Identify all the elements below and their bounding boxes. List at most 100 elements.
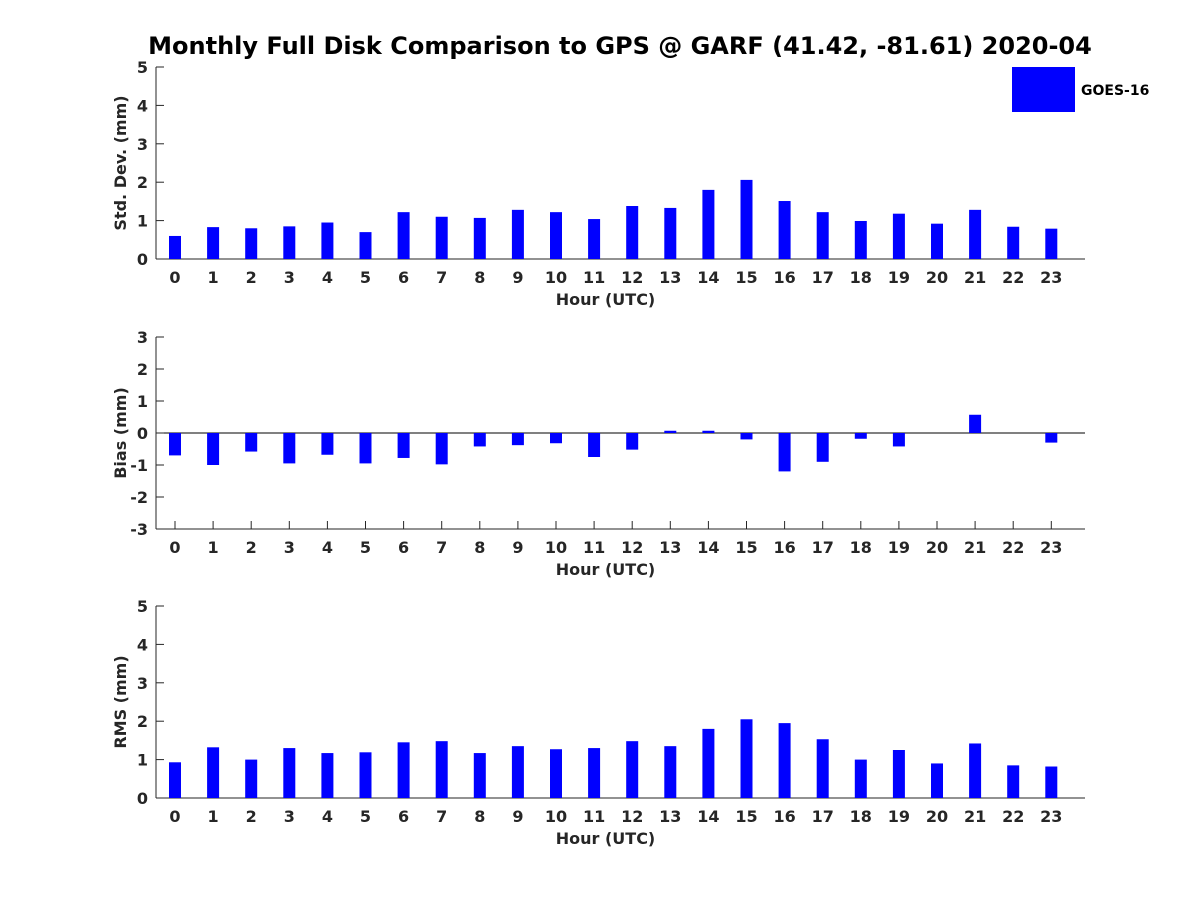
std-dev-mm-bar <box>359 232 372 259</box>
bias-mm-x-tick-label: 18 <box>850 538 872 557</box>
std-dev-mm-bar <box>245 228 258 259</box>
bias-mm-bar <box>816 433 829 462</box>
std-dev-mm-x-tick-label: 16 <box>773 268 795 287</box>
std-dev-mm-x-tick-label: 7 <box>436 268 447 287</box>
rms-mm-bar <box>1045 766 1058 798</box>
std-dev-mm-bar <box>1045 228 1058 259</box>
std-dev-mm-bar <box>169 235 181 259</box>
rms-mm-x-tick-label: 19 <box>888 807 910 826</box>
rms-mm-bar <box>664 746 677 798</box>
std-dev-mm-bar <box>511 209 524 259</box>
rms-mm-bar <box>435 741 448 798</box>
bias-mm-bar <box>664 430 677 433</box>
std-dev-mm-x-tick-label: 4 <box>322 268 333 287</box>
rms-mm-bar <box>588 748 601 798</box>
rms-mm-bar <box>359 752 372 798</box>
std-dev-mm-y-tick-label: 3 <box>137 135 148 154</box>
bias-mm-x-tick-label: 2 <box>246 538 257 557</box>
bias-mm-bar <box>435 433 448 465</box>
rms-mm-x-tick-label: 14 <box>697 807 719 826</box>
std-dev-mm-y-label: Std. Dev. (mm) <box>111 95 130 230</box>
std-dev-mm-y-tick-label: 1 <box>137 212 148 231</box>
rms-mm-bar <box>740 719 753 798</box>
legend-label: GOES-16 <box>1081 83 1149 99</box>
std-dev-mm-x-tick-label: 18 <box>850 268 872 287</box>
rms-mm-bar <box>816 739 829 798</box>
std-dev-mm-bar <box>892 213 905 259</box>
std-dev-mm-x-tick-label: 5 <box>360 268 371 287</box>
rms-mm-bar <box>1007 765 1020 798</box>
bias-mm-x-tick-label: 21 <box>964 538 986 557</box>
bias-mm-bar <box>359 433 372 464</box>
rms-mm-x-tick-label: 20 <box>926 807 948 826</box>
std-dev-mm-bar <box>207 227 220 259</box>
rms-mm-x-tick-label: 11 <box>583 807 605 826</box>
std-dev-mm-x-tick-label: 15 <box>735 268 757 287</box>
bias-mm-x-tick-label: 0 <box>169 538 180 557</box>
std-dev-mm-x-tick-label: 19 <box>888 268 910 287</box>
bias-mm-bar <box>588 433 601 457</box>
rms-mm-x-tick-label: 7 <box>436 807 447 826</box>
bias-mm-bar <box>740 433 753 440</box>
bias-mm-x-tick-label: 20 <box>926 538 948 557</box>
std-dev-mm-x-label: Hour (UTC) <box>556 290 656 309</box>
bias-mm-bar <box>245 433 258 452</box>
rms-mm-bar <box>778 723 791 798</box>
std-dev-mm-x-tick-label: 20 <box>926 268 948 287</box>
rms-mm-bar <box>969 743 982 798</box>
bias-mm-bar <box>321 433 334 455</box>
std-dev-mm-y-tick-label: 5 <box>137 58 148 77</box>
bias-mm-y-tick-label: 3 <box>137 328 148 347</box>
std-dev-mm-y-tick-label: 2 <box>137 173 148 192</box>
rms-mm-bar <box>169 762 181 798</box>
rms-mm-x-tick-label: 3 <box>284 807 295 826</box>
bias-mm-bar <box>778 433 791 472</box>
rms-mm-bar <box>892 750 905 798</box>
rms-mm-bar <box>207 747 220 798</box>
bias-mm-x-tick-label: 15 <box>735 538 757 557</box>
rms-mm-y-label: RMS (mm) <box>111 655 130 748</box>
rms-mm-bar <box>550 749 562 798</box>
rms-mm-x-label: Hour (UTC) <box>556 829 656 848</box>
bias-mm-bar <box>1045 433 1058 443</box>
rms-mm-x-tick-label: 10 <box>545 807 567 826</box>
rms-mm-y-tick-label: 2 <box>137 712 148 731</box>
bias-mm-x-tick-label: 6 <box>398 538 409 557</box>
rms-mm-x-tick-label: 15 <box>735 807 757 826</box>
std-dev-mm-bar <box>588 219 601 259</box>
std-dev-mm-x-tick-label: 12 <box>621 268 643 287</box>
std-dev-mm-x-tick-label: 23 <box>1040 268 1062 287</box>
rms-mm-bar <box>321 753 334 798</box>
std-dev-mm-bar <box>702 189 715 259</box>
bias-mm-x-tick-label: 3 <box>284 538 295 557</box>
std-dev-mm-x-tick-label: 9 <box>512 268 523 287</box>
std-dev-mm-bar <box>321 222 334 259</box>
rms-mm-x-tick-label: 5 <box>360 807 371 826</box>
bias-mm-bar <box>397 433 410 458</box>
bias-mm-x-tick-label: 12 <box>621 538 643 557</box>
std-dev-mm-bar <box>1007 226 1020 259</box>
bias-mm-y-tick-label: 2 <box>137 360 148 379</box>
rms-mm-x-tick-label: 16 <box>773 807 795 826</box>
bias-mm-bar <box>511 433 524 446</box>
bias-mm-y-label: Bias (mm) <box>111 387 130 479</box>
bias-mm-x-tick-label: 23 <box>1040 538 1062 557</box>
bias-mm-x-label: Hour (UTC) <box>556 560 656 579</box>
bias-mm-x-tick-label: 13 <box>659 538 681 557</box>
std-dev-mm-x-tick-label: 0 <box>169 268 180 287</box>
rms-mm-x-tick-label: 0 <box>169 807 180 826</box>
rms-mm-y-tick-label: 3 <box>137 674 148 693</box>
std-dev-mm-bar <box>778 201 791 259</box>
std-dev-mm-x-tick-label: 2 <box>246 268 257 287</box>
rms-mm-y-tick-label: 0 <box>137 789 148 808</box>
rms-mm-x-tick-label: 23 <box>1040 807 1062 826</box>
std-dev-mm-x-tick-label: 6 <box>398 268 409 287</box>
rms-mm-x-tick-label: 6 <box>398 807 409 826</box>
bias-mm-x-tick-label: 4 <box>322 538 333 557</box>
rms-mm-x-tick-label: 22 <box>1002 807 1024 826</box>
std-dev-mm-bar <box>397 212 410 259</box>
bias-mm-x-tick-label: 8 <box>474 538 485 557</box>
rms-mm-x-tick-label: 12 <box>621 807 643 826</box>
